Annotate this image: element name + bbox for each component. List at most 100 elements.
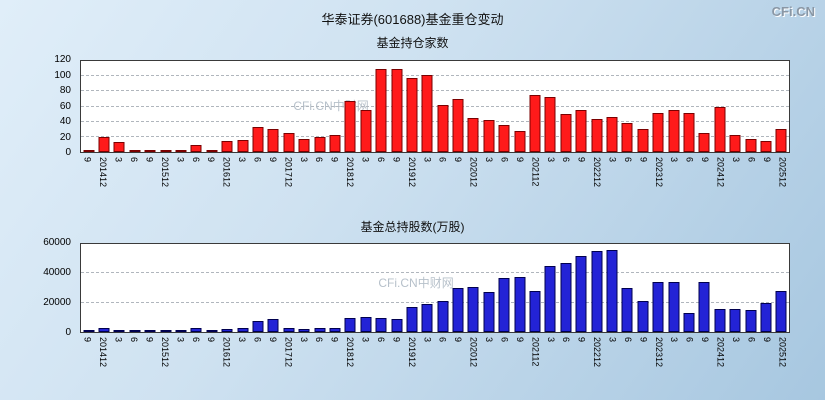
bar (729, 308, 741, 332)
x-tick-label: 3 (237, 157, 248, 163)
x-tick-label: 201812 (345, 157, 356, 188)
bar (437, 301, 449, 332)
bar (652, 282, 664, 332)
bar (606, 249, 618, 332)
bar (252, 126, 264, 152)
bar (144, 149, 156, 152)
bar (83, 150, 95, 152)
bar (621, 123, 633, 152)
x-tick-label: 202412 (715, 157, 726, 188)
x-tick-label: 202112 (530, 337, 541, 367)
x-tick-label: 202212 (592, 337, 603, 368)
bar (745, 310, 757, 332)
x-tick-label: 6 (129, 337, 140, 343)
bar (113, 330, 125, 332)
x-tick-label: 6 (252, 337, 263, 343)
x-tick-label: 9 (206, 157, 217, 163)
x-tick-label: 3 (298, 157, 309, 163)
chart-title: 基金持仓家数 (376, 36, 449, 50)
x-tick-label: 9 (700, 157, 711, 163)
gridline (81, 120, 789, 122)
x-tick-label: 3 (730, 337, 741, 343)
x-tick-label: 6 (314, 157, 325, 163)
bar (267, 318, 279, 332)
x-tick-label: 9 (144, 157, 155, 163)
x-tick-label: 6 (684, 157, 695, 163)
bar (498, 125, 510, 152)
chart-title: 基金总持股数(万股) (360, 220, 465, 234)
bar (314, 328, 326, 332)
x-tick-label: 201812 (345, 337, 356, 368)
x-tick-label: 9 (453, 337, 464, 343)
bar (452, 288, 464, 332)
x-tick-label: 6 (746, 337, 757, 343)
bar (160, 330, 172, 332)
x-tick-label: 9 (514, 337, 525, 343)
x-tick-label: 6 (437, 157, 448, 163)
x-tick-label: 6 (499, 157, 510, 163)
x-tick-label: 9 (329, 157, 340, 163)
x-tick-label: 3 (360, 337, 371, 343)
bar (467, 286, 479, 332)
x-tick-label: 202312 (653, 337, 664, 368)
bar (529, 290, 541, 332)
x-tick-label: 6 (190, 337, 201, 343)
x-tick-label: 202512 (777, 157, 788, 188)
bar (267, 129, 279, 152)
x-tick-label: 6 (314, 337, 325, 343)
bar (190, 328, 202, 332)
bar (329, 327, 341, 332)
x-tick-label: 9 (206, 337, 217, 343)
bar (206, 149, 218, 152)
bar (375, 68, 387, 152)
x-tick-label: 9 (761, 337, 772, 343)
x-tick-label: 201712 (283, 157, 294, 188)
x-tick-label: 201512 (159, 337, 170, 368)
bar (606, 117, 618, 152)
x-tick-label: 201412 (98, 337, 109, 368)
gridline (81, 135, 789, 137)
x-tick-label: 6 (252, 157, 263, 163)
gridline (81, 90, 789, 92)
y-tick-label: 100 (54, 69, 71, 81)
x-tick-label: 202012 (468, 157, 479, 188)
bar (514, 277, 526, 332)
bar (344, 318, 356, 332)
bar (652, 112, 664, 152)
x-tick-label: 6 (561, 157, 572, 163)
x-tick-label: 6 (375, 157, 386, 163)
bar (714, 106, 726, 152)
x-tick-label: 3 (484, 157, 495, 163)
y-tick-label: 0 (65, 327, 71, 338)
bar (391, 68, 403, 152)
y-tick-label: 60000 (43, 237, 71, 248)
bar (498, 277, 510, 332)
x-tick-label: 201912 (406, 157, 417, 188)
bar (683, 112, 695, 152)
x-tick-label: 3 (669, 337, 680, 343)
bar (298, 329, 310, 332)
x-tick-label: 6 (622, 157, 633, 163)
bar (283, 133, 295, 152)
bar (190, 145, 202, 152)
bar (698, 133, 710, 152)
bar (221, 329, 233, 332)
bar (668, 282, 680, 332)
bar (175, 150, 187, 152)
bar (144, 330, 156, 332)
bar (714, 308, 726, 332)
x-tick-label: 3 (113, 337, 124, 343)
x-tick-label: 3 (730, 157, 741, 163)
bar (406, 307, 418, 332)
bar (113, 142, 125, 152)
y-axis: 0 20000 40000 60000 (0, 237, 76, 338)
gridline (81, 301, 789, 303)
bar (314, 136, 326, 152)
bar (729, 135, 741, 152)
bar (560, 114, 572, 152)
x-tick-label: 9 (329, 337, 340, 343)
x-tick-label: 6 (437, 337, 448, 343)
bar (421, 304, 433, 332)
x-tick-label: 3 (422, 157, 433, 163)
x-tick-label: 9 (82, 337, 93, 343)
